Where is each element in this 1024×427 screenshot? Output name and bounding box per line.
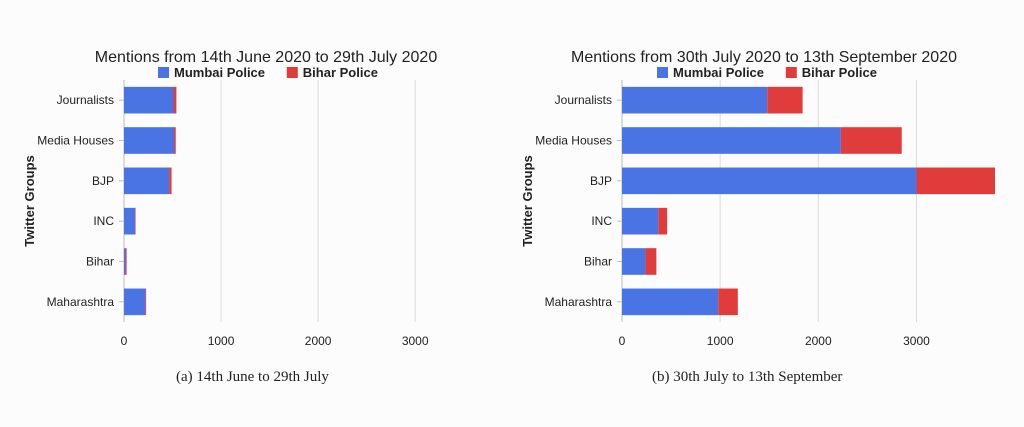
chart-a-bar-4-1 [125, 248, 127, 275]
chart-b-svg: Mentions from 30th July 2020 to 13th Sep… [520, 49, 995, 348]
chart-b-bar-1-1 [840, 127, 902, 154]
chart-a-category-label-3: INC [93, 214, 114, 228]
chart-a-bar-2-0 [124, 167, 170, 195]
chart-b-category-label-0: Journalists [555, 93, 612, 107]
chart-b-bar-5-1 [718, 288, 738, 316]
chart-b-bar-1-0 [622, 127, 841, 154]
chart-b-bar-0-0 [622, 86, 768, 114]
chart-a-bar-5-1 [145, 288, 147, 316]
chart-panel-b: Mentions from 30th July 2020 to 13th Sep… [505, 0, 1024, 427]
chart-b-bar-0-1 [767, 86, 803, 114]
chart-b-legend-swatch-1 [785, 67, 797, 78]
chart-a-svg: Mentions from 14th June 2020 to 29th Jul… [22, 49, 438, 348]
chart-a-legend-label-1: Bihar Police [303, 65, 378, 80]
chart-a-x-tick-label-2: 2000 [305, 334, 332, 348]
chart-a-title: Mentions from 14th June 2020 to 29th Jul… [95, 49, 438, 66]
chart-a-legend-label-0: Mumbai Police [174, 65, 265, 80]
chart-b-x-tick-label-2: 2000 [805, 334, 832, 348]
chart-a-bar-0-1 [173, 86, 177, 114]
chart-b-bar-2-1 [916, 167, 995, 195]
chart-b-bar-4-0 [622, 248, 646, 275]
chart-a-x-tick-label-1: 1000 [208, 334, 235, 348]
chart-panel-a: Mentions from 14th June 2020 to 29th Jul… [0, 0, 505, 427]
chart-b-legend-label-0: Mumbai Police [673, 65, 764, 80]
chart-a-bar-1-0 [124, 127, 174, 154]
chart-b-legend-label-1: Bihar Police [802, 65, 877, 80]
chart-a-bar-4-0 [124, 248, 126, 275]
chart-b-category-label-5: Maharashtra [545, 295, 613, 309]
chart-b-legend-swatch-0 [657, 67, 668, 78]
chart-b-x-tick-label-0: 0 [619, 334, 626, 348]
chart-a-category-label-1: Media Houses [37, 134, 114, 148]
chart-a-bar-1-1 [173, 127, 176, 154]
chart-a-bar-0-0 [124, 86, 174, 114]
chart-a-y-axis-label: Twitter Groups [22, 155, 37, 246]
chart-b-y-axis-label: Twitter Groups [520, 155, 535, 246]
chart-b-category-label-1: Media Houses [535, 134, 612, 148]
chart-b-x-tick-label-3: 3000 [903, 334, 930, 348]
chart-b-caption: (b) 30th July to 13th September [652, 369, 843, 385]
chart-a-x-tick-label-3: 3000 [402, 334, 429, 348]
chart-b-category-label-4: Bihar [584, 255, 612, 269]
chart-a-bar-2-1 [169, 167, 172, 195]
chart-a-bar-3-0 [124, 207, 136, 235]
chart-b-category-label-3: INC [591, 214, 612, 228]
chart-a-legend-swatch-0 [158, 67, 169, 78]
chart-b-category-label-2: BJP [590, 174, 612, 188]
chart-a-legend-swatch-1 [286, 67, 298, 78]
chart-a-category-label-5: Maharashtra [47, 295, 115, 309]
chart-a-category-label-2: BJP [92, 174, 114, 188]
chart-a-caption: (a) 14th June to 29th July [176, 369, 329, 385]
chart-b-title: Mentions from 30th July 2020 to 13th Sep… [571, 49, 957, 66]
chart-b-bar-5-0 [622, 288, 719, 316]
chart-a-category-label-0: Journalists [57, 93, 114, 107]
chart-a-x-tick-label-0: 0 [121, 334, 128, 348]
chart-b-bar-4-1 [645, 248, 657, 275]
chart-b-bar-2-0 [622, 167, 917, 195]
chart-b-bar-3-1 [658, 207, 668, 235]
chart-a-category-label-4: Bihar [86, 255, 114, 269]
chart-b-x-tick-label-1: 1000 [707, 334, 734, 348]
chart-b-bar-3-0 [622, 207, 659, 235]
chart-a-bar-5-0 [124, 288, 146, 316]
